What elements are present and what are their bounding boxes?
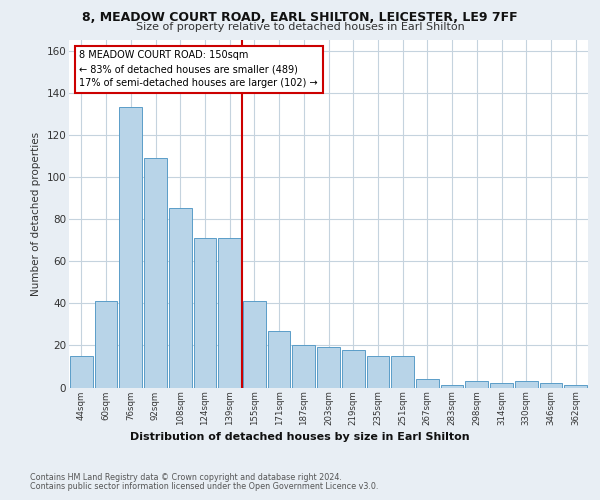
Text: Contains HM Land Registry data © Crown copyright and database right 2024.: Contains HM Land Registry data © Crown c… bbox=[30, 472, 342, 482]
Bar bbox=[342, 350, 365, 388]
Bar bbox=[194, 238, 216, 388]
Bar bbox=[564, 386, 587, 388]
Bar bbox=[292, 346, 315, 388]
Bar bbox=[490, 384, 513, 388]
Bar bbox=[539, 384, 562, 388]
Y-axis label: Number of detached properties: Number of detached properties bbox=[31, 132, 41, 296]
Bar bbox=[391, 356, 414, 388]
Bar bbox=[367, 356, 389, 388]
Bar bbox=[95, 301, 118, 388]
Text: Size of property relative to detached houses in Earl Shilton: Size of property relative to detached ho… bbox=[136, 22, 464, 32]
Bar bbox=[466, 381, 488, 388]
Text: 8, MEADOW COURT ROAD, EARL SHILTON, LEICESTER, LE9 7FF: 8, MEADOW COURT ROAD, EARL SHILTON, LEIC… bbox=[82, 11, 518, 24]
Bar bbox=[218, 238, 241, 388]
Bar bbox=[243, 301, 266, 388]
Text: 8 MEADOW COURT ROAD: 150sqm
← 83% of detached houses are smaller (489)
17% of se: 8 MEADOW COURT ROAD: 150sqm ← 83% of det… bbox=[79, 50, 318, 88]
Bar bbox=[119, 108, 142, 388]
Bar bbox=[144, 158, 167, 388]
Bar bbox=[441, 386, 463, 388]
Text: Contains public sector information licensed under the Open Government Licence v3: Contains public sector information licen… bbox=[30, 482, 379, 491]
Bar bbox=[70, 356, 93, 388]
Bar bbox=[515, 381, 538, 388]
Text: Distribution of detached houses by size in Earl Shilton: Distribution of detached houses by size … bbox=[130, 432, 470, 442]
Bar bbox=[416, 379, 439, 388]
Bar bbox=[317, 348, 340, 388]
Bar bbox=[268, 330, 290, 388]
Bar bbox=[169, 208, 191, 388]
